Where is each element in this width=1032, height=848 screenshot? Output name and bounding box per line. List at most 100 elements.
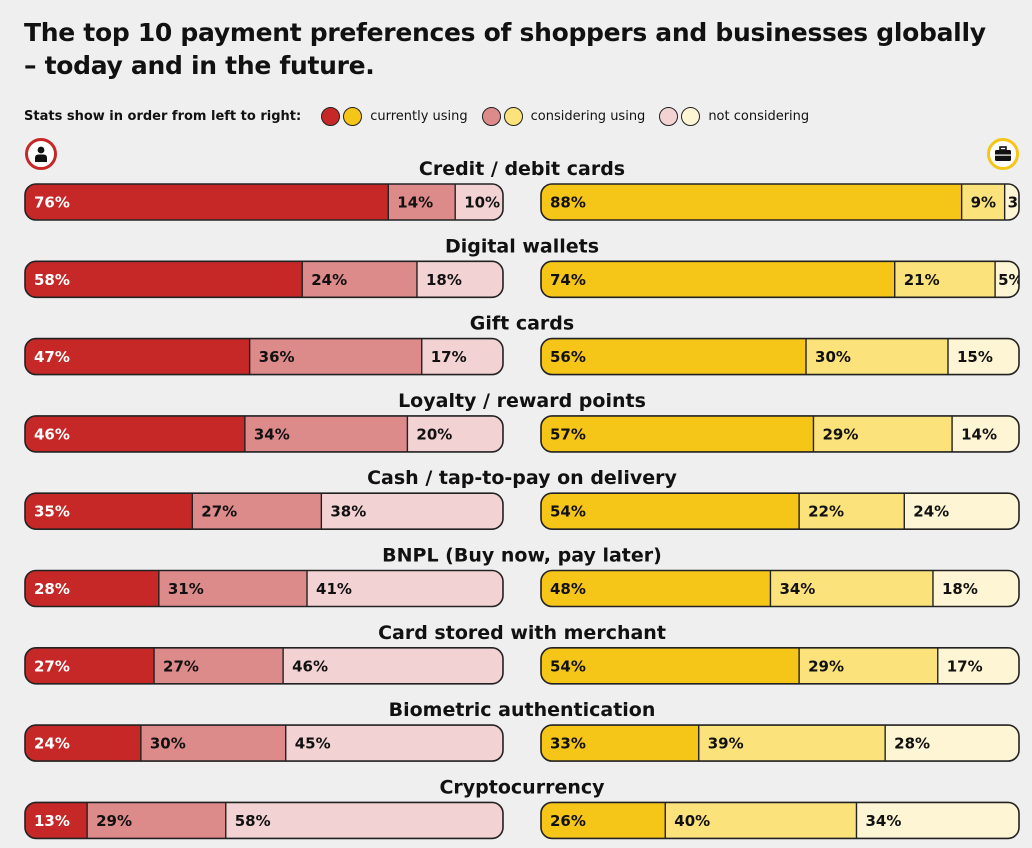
businesses-bar-outline xyxy=(540,183,1020,221)
shoppers-segment-not-considering xyxy=(285,725,503,762)
shoppers-segment-current xyxy=(25,647,155,684)
businesses-value-label: 3% xyxy=(1008,194,1032,212)
businesses-value-label: 33% xyxy=(550,735,586,753)
shoppers-bar-outline xyxy=(24,492,504,531)
chart-title: The top 10 payment preferences of shoppe… xyxy=(24,18,986,80)
shoppers-bar-cash-tap-to-pay-on-delivery: 35% 27% 38% xyxy=(25,493,503,530)
shoppers-value-label: 14% xyxy=(397,194,433,212)
shoppers-value-label: 28% xyxy=(34,580,70,598)
businesses-segment-not-considering xyxy=(932,570,1019,607)
businesses-bar-gift-cards: 56% 30% 15% xyxy=(541,338,1019,375)
category-label-cryptocurrency: Cryptocurrency xyxy=(439,776,605,798)
shoppers-value-label: 24% xyxy=(311,271,347,289)
shoppers-bar-outline xyxy=(24,415,504,453)
businesses-bar-cash-tap-to-pay-on-delivery: 54% 22% 24% xyxy=(541,493,1019,530)
businesses-segment-current xyxy=(541,493,800,530)
businesses-segment-current xyxy=(541,570,771,607)
shoppers-bar-outline xyxy=(24,569,504,608)
businesses-bar-credit-debit-cards: 88% 9% 3% xyxy=(541,184,1032,220)
briefcase-icon xyxy=(987,138,1019,170)
shoppers-value-label: 17% xyxy=(431,348,467,366)
businesses-segment-not-considering xyxy=(1004,184,1019,220)
businesses-segment-current xyxy=(541,184,963,220)
shoppers-segment-considering xyxy=(244,415,408,452)
businesses-value-label: 74% xyxy=(550,271,586,289)
shoppers-value-label: 24% xyxy=(34,735,70,753)
category-label-credit-debit-cards: Credit / debit cards xyxy=(419,158,625,180)
shoppers-segment-current xyxy=(25,493,193,530)
shoppers-value-label: 46% xyxy=(292,657,328,675)
shoppers-value-label: 30% xyxy=(150,735,186,753)
businesses-bar-outline xyxy=(540,492,1020,531)
category-label-digital-wallets: Digital wallets xyxy=(445,235,599,257)
businesses-bar-loyalty-reward-points: 57% 29% 14% xyxy=(541,415,1019,452)
legend: Stats show in order from left to right: … xyxy=(24,103,823,129)
shoppers-bar-gift-cards: 47% 36% 17% xyxy=(25,338,503,375)
shoppers-segment-considering xyxy=(140,725,287,762)
businesses-segment-not-considering xyxy=(995,261,1019,298)
category-label-cash-tap-to-pay-on-delivery: Cash / tap-to-pay on delivery xyxy=(367,467,677,489)
businesses-value-label: 56% xyxy=(550,348,586,366)
shoppers-value-label: 18% xyxy=(426,271,462,289)
businesses-bar-bnpl-buy-now-pay-later: 48% 34% 18% xyxy=(541,570,1019,607)
businesses-value-label: 34% xyxy=(779,580,815,598)
businesses-segment-not-considering xyxy=(885,725,1019,762)
shopper-icon xyxy=(25,138,57,170)
businesses-bar-outline xyxy=(540,569,1020,608)
legend-dot-considering-businesses xyxy=(503,106,523,126)
shoppers-value-label: 47% xyxy=(34,348,70,366)
shoppers-value-label: 31% xyxy=(168,580,204,598)
businesses-bar-outline xyxy=(540,260,1020,299)
shoppers-bar-outline xyxy=(24,260,504,299)
businesses-value-label: 34% xyxy=(865,812,901,830)
shoppers-segment-current xyxy=(25,184,389,220)
shoppers-segment-current xyxy=(25,415,246,452)
businesses-value-label: 88% xyxy=(550,194,586,212)
shoppers-value-label: 76% xyxy=(34,194,70,212)
businesses-bar-outline xyxy=(540,801,1020,840)
shoppers-value-label: 58% xyxy=(34,271,70,289)
businesses-value-label: 9% xyxy=(971,194,996,212)
businesses-segment-not-considering xyxy=(856,802,1019,839)
businesses-value-label: 14% xyxy=(961,425,997,443)
shoppers-segment-not-considering xyxy=(283,647,503,684)
businesses-segment-considering xyxy=(799,493,905,530)
shoppers-value-label: 46% xyxy=(34,425,70,443)
legend-dot-current-businesses xyxy=(343,106,363,126)
category-label-biometric-authentication: Biometric authentication xyxy=(389,699,656,721)
shoppers-bar-cryptocurrency: 13% 29% 58% xyxy=(25,802,503,839)
category-label-card-stored-with-merchant: Card stored with merchant xyxy=(378,622,666,644)
legend-dot-not-considering-shoppers xyxy=(659,106,679,126)
shoppers-bar-outline xyxy=(24,724,504,762)
businesses-value-label: 54% xyxy=(550,657,586,675)
businesses-value-label: 22% xyxy=(808,503,844,521)
businesses-segment-not-considering xyxy=(952,415,1019,452)
businesses-segment-current xyxy=(541,261,896,298)
shoppers-value-label: 41% xyxy=(316,580,352,598)
businesses-bar-outline xyxy=(540,646,1020,685)
businesses-segment-considering xyxy=(665,802,857,839)
shoppers-segment-current xyxy=(25,338,251,375)
category-label-bnpl-buy-now-pay-later: BNPL (Buy now, pay later) xyxy=(382,545,662,567)
businesses-segment-considering xyxy=(806,338,949,375)
businesses-segment-considering xyxy=(894,261,996,298)
shoppers-segment-not-considering xyxy=(321,493,503,530)
shoppers-bar-bnpl-buy-now-pay-later: 28% 31% 41% xyxy=(25,570,503,607)
businesses-value-label: 39% xyxy=(708,735,744,753)
shoppers-value-label: 36% xyxy=(259,348,295,366)
legend-lead: Stats show in order from left to right: xyxy=(24,108,302,124)
shoppers-value-label: 27% xyxy=(201,503,237,521)
businesses-segment-not-considering xyxy=(948,338,1019,375)
shoppers-bar-card-stored-with-merchant: 27% 27% 46% xyxy=(25,647,503,684)
shoppers-segment-current xyxy=(25,261,303,298)
shoppers-bar-loyalty-reward-points: 46% 34% 20% xyxy=(25,415,503,452)
businesses-value-label: 21% xyxy=(904,271,940,289)
businesses-value-label: 29% xyxy=(808,657,844,675)
shoppers-value-label: 29% xyxy=(96,812,132,830)
legend-label-current: currently using xyxy=(370,108,468,124)
legend-label-considering: considering using xyxy=(530,108,646,124)
shoppers-segment-considering xyxy=(192,493,322,530)
shoppers-segment-not-considering xyxy=(225,802,503,839)
businesses-value-label: 5% xyxy=(998,271,1023,289)
businesses-bar-digital-wallets: 74% 21% 5% xyxy=(541,261,1023,298)
